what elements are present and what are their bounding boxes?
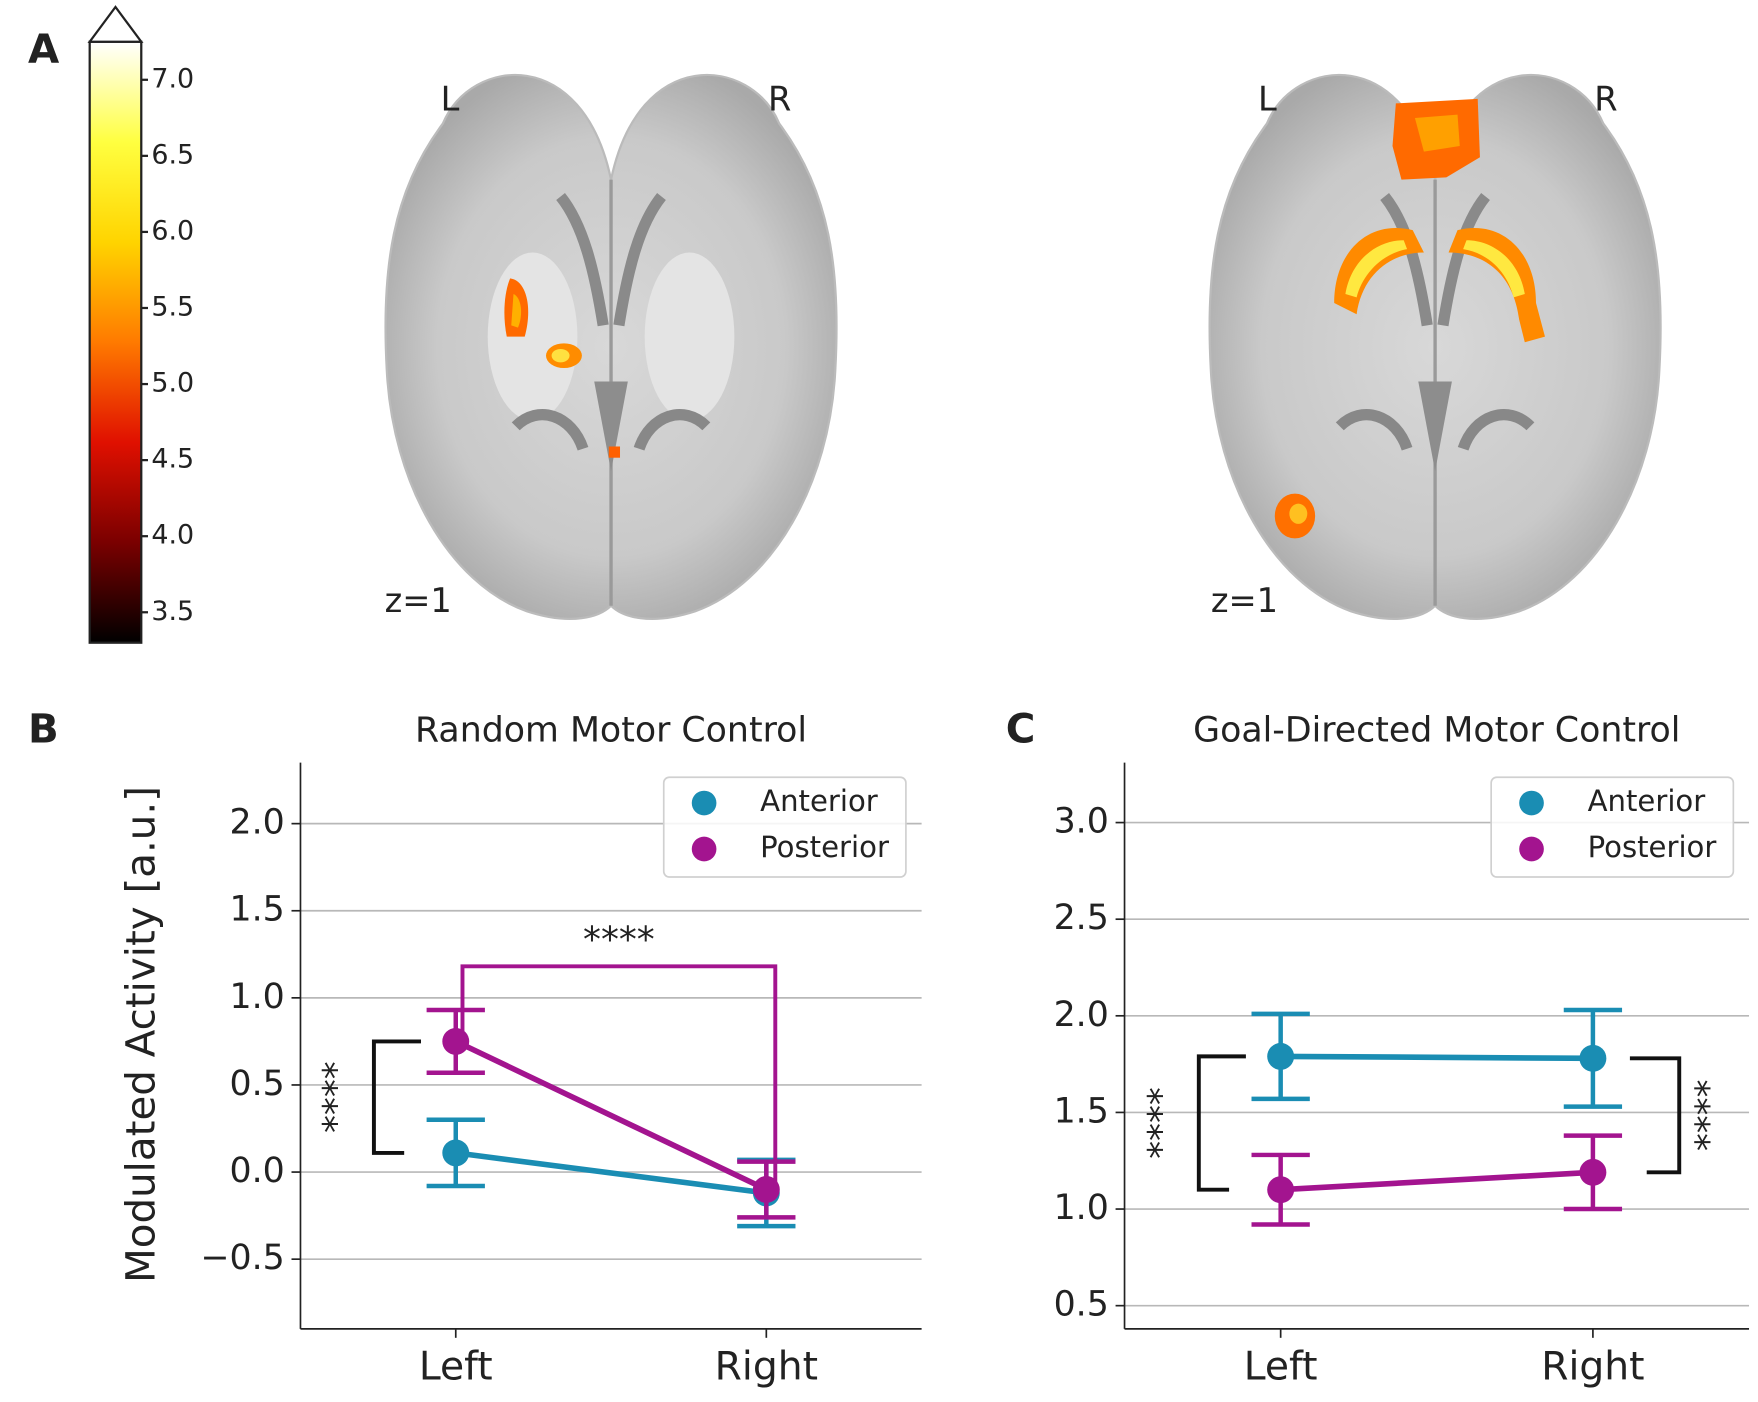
legend-box — [1490, 776, 1735, 878]
y-tick-label: 2.0 — [230, 803, 285, 843]
slice-label: z=1 — [385, 581, 452, 620]
x-tick-label: Left — [419, 1345, 493, 1390]
point — [1579, 1158, 1607, 1186]
panel-label: B — [28, 705, 59, 752]
y-tick-label: 0.5 — [1054, 1285, 1109, 1325]
point — [442, 1027, 470, 1055]
y-tick-label: 5.5 — [151, 291, 194, 322]
y-tick-label: 4.5 — [151, 444, 194, 475]
point — [752, 1176, 780, 1203]
legend-label: Anterior — [1588, 784, 1706, 818]
legend-label: Posterior — [760, 830, 889, 864]
legend-marker — [1519, 790, 1544, 816]
series-line — [1280, 1053, 1593, 1062]
significance-bracket — [371, 1039, 422, 1155]
brain-slice — [384, 73, 838, 620]
panel-label: C — [1006, 705, 1036, 752]
chart-title: Goal-Directed Motor Control — [1193, 710, 1680, 750]
significance-label: **** — [583, 920, 655, 961]
chart-title: Random Motor Control — [415, 710, 807, 750]
significance-label: **** — [1689, 1079, 1730, 1151]
y-tick-label: 5.0 — [151, 368, 194, 399]
x-tick-label: Left — [1244, 1345, 1318, 1390]
y-tick-label: 1.0 — [230, 977, 285, 1017]
y-tick-label: 7.0 — [151, 63, 194, 94]
y-tick-label: 6.0 — [151, 215, 194, 246]
y-tick-label: 1.5 — [1054, 1091, 1109, 1131]
y-tick-label: 6.5 — [151, 139, 194, 170]
x-tick-label: Right — [1541, 1345, 1644, 1390]
y-tick-label: −0.5 — [200, 1238, 284, 1278]
significance-label: **** — [1141, 1087, 1182, 1159]
orientation-label: R — [768, 80, 791, 119]
y-tick-label: 0.0 — [230, 1151, 285, 1191]
slice-label: z=1 — [1211, 581, 1278, 620]
orientation-label: R — [1594, 80, 1617, 119]
point — [1267, 1176, 1295, 1204]
series-line — [1280, 1169, 1594, 1193]
legend-label: Anterior — [760, 784, 878, 818]
colorbar-extension — [87, 5, 144, 43]
y-axis-label: Modulated Activity [a.u.] — [118, 786, 165, 1283]
y-tick-label: 3.0 — [1054, 802, 1109, 842]
orientation-label: L — [1258, 80, 1277, 119]
series-line — [455, 1150, 767, 1196]
y-tick-label: 4.0 — [151, 520, 194, 551]
legend-box — [662, 776, 907, 878]
y-tick-label: 2.0 — [1054, 995, 1109, 1035]
brain-slice — [1208, 73, 1662, 620]
legend-marker — [691, 790, 717, 816]
y-tick-label: 2.5 — [1054, 898, 1109, 938]
y-tick-label: 0.5 — [230, 1064, 285, 1104]
x-tick-label: Right — [715, 1345, 818, 1390]
point — [442, 1139, 470, 1167]
y-tick-label: 1.0 — [1054, 1188, 1109, 1228]
legend-marker — [691, 836, 717, 862]
colorbar — [88, 40, 143, 644]
y-tick-label: 1.5 — [230, 890, 285, 930]
legend-marker — [1519, 836, 1544, 862]
series-line — [454, 1038, 768, 1193]
significance-bracket — [1629, 1056, 1682, 1175]
point — [1579, 1044, 1607, 1072]
significance-label: **** — [316, 1061, 357, 1133]
significance-bracket — [1196, 1054, 1246, 1192]
significance-bracket — [460, 964, 778, 1190]
orientation-label: L — [441, 80, 460, 119]
point — [1267, 1042, 1295, 1070]
y-tick-label: 3.5 — [151, 596, 194, 627]
panel-label: A — [28, 26, 60, 73]
legend-label: Posterior — [1588, 830, 1717, 864]
